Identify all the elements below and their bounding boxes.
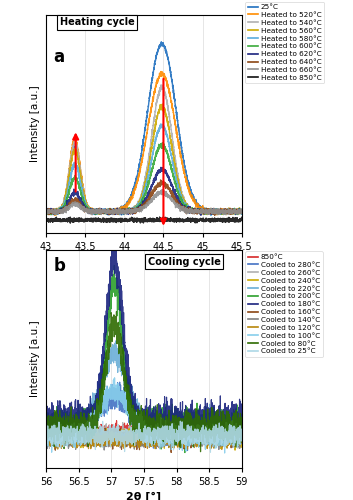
Y-axis label: Intensity [a.u.]: Intensity [a.u.] [30, 86, 40, 162]
Text: Heating cycle: Heating cycle [60, 17, 134, 27]
Y-axis label: Intensity [a.u.]: Intensity [a.u.] [30, 320, 40, 397]
Text: Cooling cycle: Cooling cycle [148, 256, 221, 266]
X-axis label: 2θ [°]: 2θ [°] [126, 257, 161, 268]
X-axis label: 2θ [°]: 2θ [°] [126, 492, 161, 500]
Legend: 25°C, Heated to 520°C, Heated to 540°C, Heated to 560°C, Heated to 580°C, Heated: 25°C, Heated to 520°C, Heated to 540°C, … [245, 2, 324, 84]
Legend: 850°C, Cooled to 280°C, Cooled to 260°C, Cooled to 240°C, Cooled to 220°C, Coole: 850°C, Cooled to 280°C, Cooled to 260°C,… [245, 252, 323, 357]
Text: a: a [54, 48, 65, 66]
Text: b: b [54, 256, 66, 274]
